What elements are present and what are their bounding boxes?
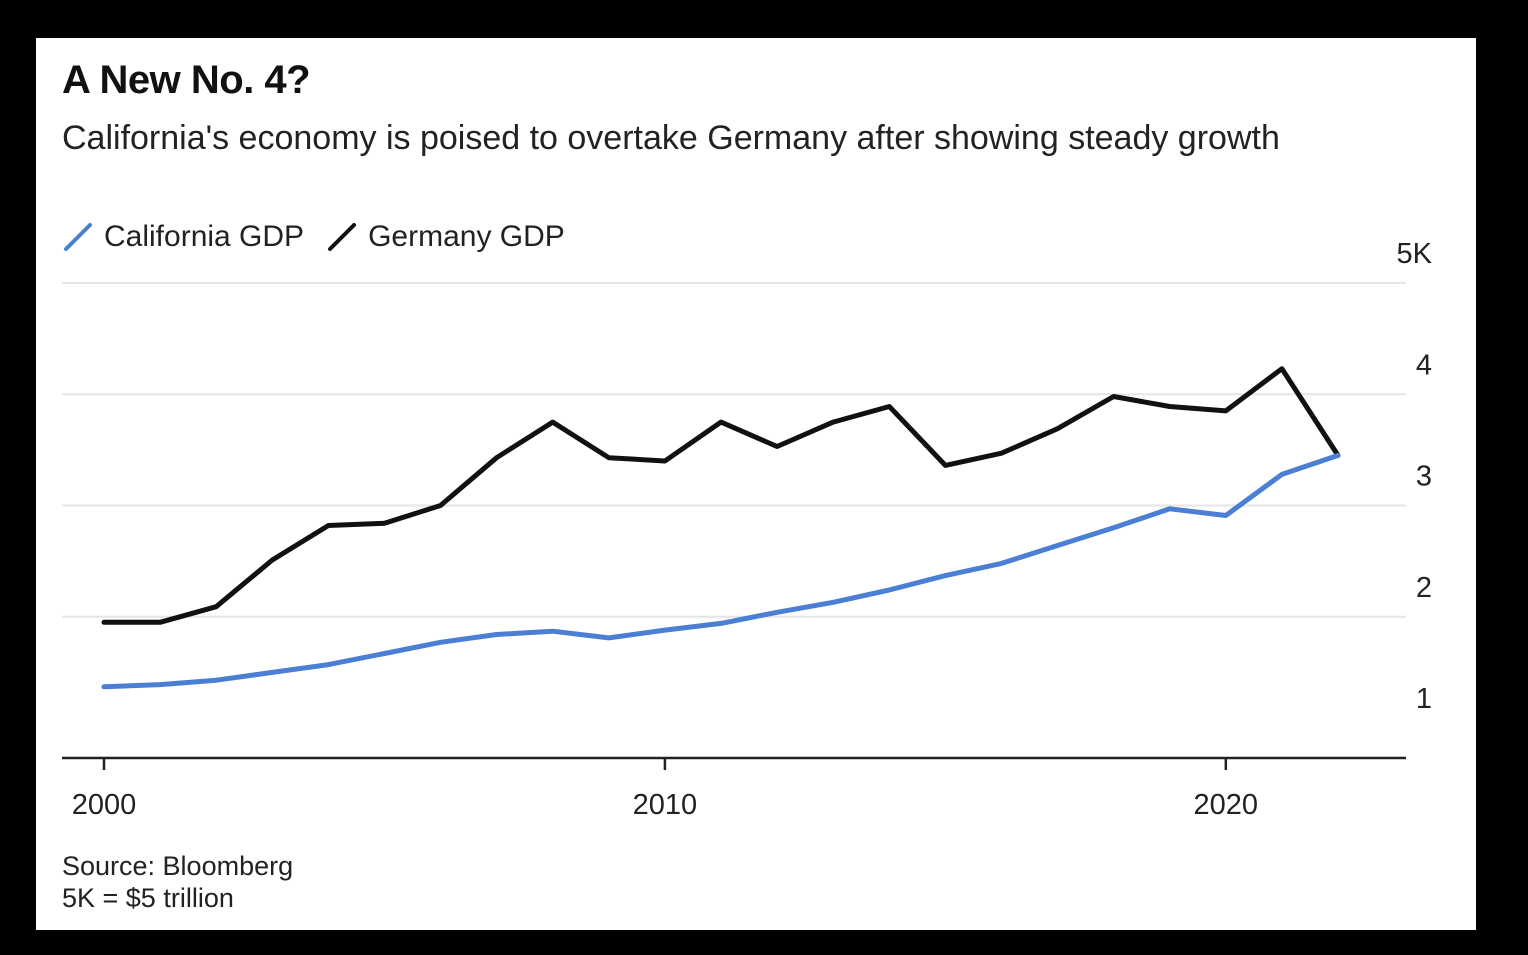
unit-note: 5K = $5 trillion xyxy=(62,883,234,913)
y-tick-label: 3 xyxy=(1416,461,1432,493)
legend-swatch-california xyxy=(64,223,92,251)
x-tick-label: 2010 xyxy=(633,789,698,821)
line-chart: 1 2 3 4 5K 2000 2010 2020 xyxy=(62,238,1433,821)
y-tick-label: 1 xyxy=(1416,683,1432,715)
y-tick-label: 5K xyxy=(1397,238,1433,270)
series-line-california-gdp xyxy=(101,452,1341,690)
chart-title: A New No. 4? xyxy=(62,58,311,102)
y-tick-label: 4 xyxy=(1416,349,1432,381)
chart-subtitle: California's economy is poised to overta… xyxy=(62,119,1280,157)
chart-card: A New No. 4? California's economy is poi… xyxy=(36,38,1476,930)
legend: California GDP Germany GDP xyxy=(62,220,587,254)
chart-footer: Source: Bloomberg 5K = $5 trillion xyxy=(62,850,293,914)
y-tick-label: 2 xyxy=(1416,572,1432,604)
series-line-germany-gdp xyxy=(101,366,1341,625)
legend-item-california: California GDP xyxy=(62,220,304,254)
source-note: Source: Bloomberg xyxy=(62,851,294,881)
x-tick-label: 2000 xyxy=(72,789,137,821)
x-tick-label: 2020 xyxy=(1194,789,1259,821)
legend-item-germany: Germany GDP xyxy=(326,220,565,254)
legend-swatch-germany xyxy=(328,223,357,251)
legend-label-california: California GDP xyxy=(104,220,305,253)
legend-label-germany: Germany GDP xyxy=(368,220,565,253)
